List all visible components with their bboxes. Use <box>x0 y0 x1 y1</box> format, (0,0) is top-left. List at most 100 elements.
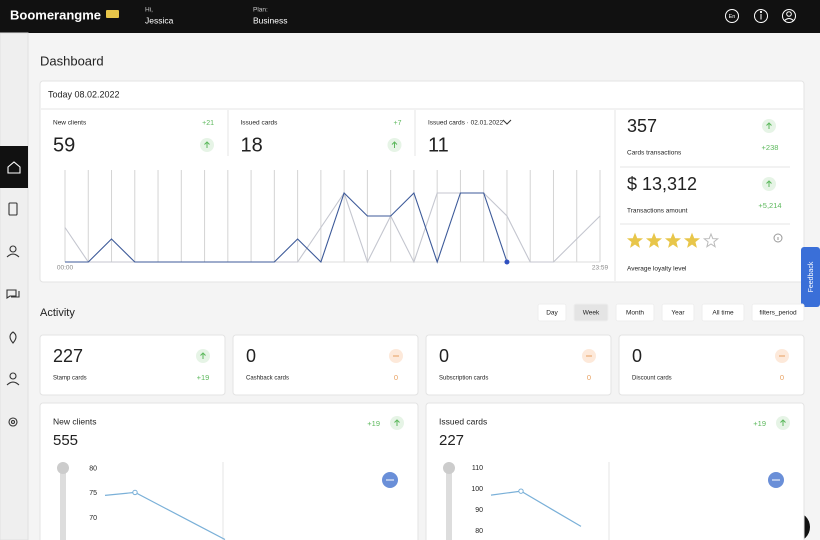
card-label: Stamp cards <box>53 376 87 382</box>
trend-arrow <box>391 141 398 148</box>
feedback[interactable]: Feedback <box>808 261 815 292</box>
period-button[interactable] <box>701 303 745 322</box>
star <box>664 232 682 248</box>
side-value: $ 13,312 <box>627 174 697 194</box>
lang[interactable]: En <box>729 14 736 20</box>
current-point <box>504 259 510 265</box>
card-delta: 0 <box>780 373 784 382</box>
trend-arrow <box>204 141 210 148</box>
card-value: 0 <box>439 346 449 366</box>
period-button[interactable] <box>661 303 695 322</box>
logo[interactable]: Boomerangme <box>10 7 101 22</box>
trend-arrow <box>200 352 206 359</box>
period-button[interactable] <box>615 303 655 322</box>
card-value: 0 <box>246 346 256 366</box>
period-button[interactable] <box>751 303 805 322</box>
chart-card <box>39 402 419 540</box>
y-tick-label: 80 <box>475 528 483 535</box>
card-delta: +19 <box>197 373 210 382</box>
side-label: Cards transactions <box>627 150 682 157</box>
card-label: Subscription cards <box>439 376 488 382</box>
x-tick-label: 23:59 <box>592 265 609 272</box>
period-label[interactable]: Week <box>583 310 600 317</box>
period-label[interactable]: All time <box>712 310 734 317</box>
period-label[interactable]: filters_period <box>759 310 797 317</box>
y-tick-label: 90 <box>475 507 483 514</box>
activity-card <box>39 334 226 396</box>
star <box>626 232 644 248</box>
period-label[interactable]: Year <box>671 310 685 317</box>
stat-label: Issued cards · 02.01.2022 <box>428 120 504 127</box>
sidebar-active[interactable] <box>0 146 28 188</box>
series-line <box>490 490 582 527</box>
chart-title: Issued cards <box>439 416 487 426</box>
zoom-slider[interactable] <box>60 462 66 540</box>
star <box>645 232 663 248</box>
side-delta: +238 <box>762 143 779 152</box>
side-delta: +5,214 <box>758 201 781 210</box>
greeting: Hi, <box>145 7 153 14</box>
activity-card <box>232 334 419 396</box>
activity-card <box>425 334 612 396</box>
trend-arrow <box>780 419 786 426</box>
chart-delta: +19 <box>753 419 766 428</box>
activity-title: Activity <box>40 307 75 319</box>
profile-button[interactable] <box>782 9 796 23</box>
period-label[interactable]: Month <box>626 310 644 317</box>
trend-arrow <box>766 122 772 129</box>
y-tick-label: 75 <box>89 490 97 497</box>
point <box>132 489 138 496</box>
feedback-tab[interactable] <box>801 247 820 307</box>
stat-delta: +21 <box>202 120 214 127</box>
top-bar <box>0 0 820 33</box>
lang-button[interactable] <box>725 9 739 23</box>
series-line <box>104 491 226 540</box>
trend-arrow <box>394 419 400 426</box>
x-tick-label: 00:00 <box>57 265 74 272</box>
chart-delta: +19 <box>367 419 380 428</box>
card-label: Discount cards <box>632 376 672 382</box>
card-label: Cashback cards <box>246 376 289 382</box>
chart-total: 227 <box>439 432 464 449</box>
card-delta: 0 <box>394 373 398 382</box>
user-name: Jessica <box>145 15 174 25</box>
today-title: Today 08.02.2022 <box>48 89 120 99</box>
loyalty-label: Average loyalty level <box>627 266 687 273</box>
y-tick-label: 110 <box>472 465 483 472</box>
stat-delta: +7 <box>394 120 402 127</box>
today-card <box>39 80 805 283</box>
stat-value: 18 <box>241 134 263 156</box>
chart-total: 555 <box>53 432 78 449</box>
star <box>683 232 701 248</box>
zoom-knob[interactable] <box>443 462 455 474</box>
plan: Business <box>253 15 288 25</box>
period-label[interactable]: Day <box>546 310 558 317</box>
loyalty-info[interactable] <box>773 233 783 243</box>
y-tick-label: 80 <box>89 466 97 473</box>
info-button[interactable] <box>754 9 768 23</box>
side-label: Transactions amount <box>627 208 688 215</box>
dropdown[interactable] <box>502 119 512 125</box>
chart-card <box>425 402 805 540</box>
card-value: 0 <box>632 346 642 366</box>
chart-title: New clients <box>53 416 96 426</box>
zoom-knob[interactable] <box>57 462 69 474</box>
stat-value: 59 <box>53 134 75 156</box>
card-value: 227 <box>53 346 83 366</box>
side-value: 357 <box>627 116 657 136</box>
logo-icon <box>106 10 119 18</box>
sidebar-icons[interactable] <box>6 161 21 427</box>
zoom-slider[interactable] <box>446 462 452 540</box>
sidebar <box>0 32 29 540</box>
y-tick-label: 70 <box>89 515 97 522</box>
star <box>702 232 720 248</box>
y-tick-label: 100 <box>471 486 483 493</box>
activity-card <box>618 334 805 396</box>
stat-label: New clients <box>53 120 87 127</box>
period-button[interactable] <box>573 303 609 322</box>
stat-label: Issued cards <box>241 120 279 127</box>
point <box>518 488 524 494</box>
period-button[interactable] <box>537 303 567 322</box>
